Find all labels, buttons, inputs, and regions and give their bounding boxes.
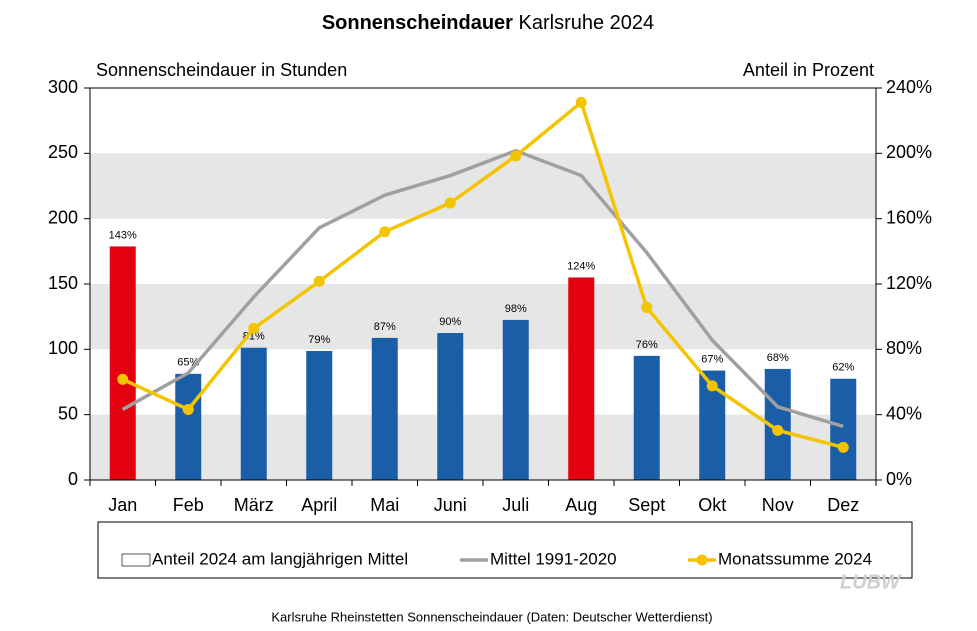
line-marker	[313, 275, 325, 287]
line-marker	[182, 403, 194, 415]
bar	[109, 246, 136, 480]
line	[122, 99, 844, 450]
legend-marker	[696, 554, 708, 566]
legend-box	[97, 521, 913, 579]
y-tick-label: 300	[48, 77, 78, 97]
x-tick-label: Dez	[827, 495, 859, 515]
y-tick-label: 0	[68, 469, 78, 489]
y-tick-label: 100	[48, 338, 78, 358]
y-tick-label: 250	[48, 142, 78, 162]
title-rest: Karlsruhe 2024	[519, 12, 655, 34]
chart-title: Sonnenscheindauer Karlsruhe 2024	[322, 12, 654, 34]
bar	[437, 333, 464, 480]
plot-background	[90, 153, 876, 480]
bar-value-label: 62%	[832, 362, 854, 374]
line-marker	[706, 380, 718, 392]
line-marker	[510, 150, 522, 162]
logo: LUBW	[840, 571, 902, 593]
bar-value-label: 98%	[505, 303, 527, 315]
legend-label: Mittel 1991-2020	[490, 549, 617, 568]
bar	[175, 373, 202, 480]
title-bold: Sonnenscheindauer	[322, 12, 513, 34]
y2-tick-label: 240%	[886, 77, 932, 97]
y2-tick-label: 160%	[886, 207, 932, 227]
bar	[830, 378, 857, 480]
y-tick-label: 150	[48, 273, 78, 293]
bar-value-label: 79%	[308, 334, 330, 346]
bar	[633, 355, 660, 480]
legend-label: Anteil 2024 am langjährigen Mittel	[152, 549, 408, 568]
plot-border	[89, 87, 877, 481]
x-tick-label: Nov	[762, 495, 794, 515]
bar-value-label: 68%	[767, 352, 789, 364]
legend-swatch	[121, 553, 151, 567]
line-marker	[379, 226, 391, 238]
x-tick-label: Feb	[173, 495, 204, 515]
legend-label: Monatssumme 2024	[718, 549, 872, 568]
x-tick-label: Aug	[565, 495, 597, 515]
y-tick-label: 200	[48, 207, 78, 227]
y2-tick-label: 200%	[886, 142, 932, 162]
x-tick-label: April	[301, 495, 337, 515]
line-marker	[575, 96, 587, 108]
bar-value-label: 76%	[636, 339, 658, 351]
bar-value-label: 87%	[374, 321, 396, 333]
x-tick-label: Juni	[434, 495, 467, 515]
line-marker	[117, 373, 129, 385]
y2-tick-label: 80%	[886, 338, 922, 358]
line-marker	[248, 322, 260, 334]
bar	[502, 319, 529, 480]
bar	[568, 277, 595, 480]
grid-band	[90, 414, 876, 480]
bar-value-label: 124%	[567, 260, 595, 272]
bar-value-label: 143%	[109, 229, 137, 241]
y2-tick-label: 0%	[886, 469, 912, 489]
bar-value-label: 90%	[439, 316, 461, 328]
x-tick-label: Juli	[502, 495, 529, 515]
bar	[371, 337, 398, 480]
x-tick-label: Mai	[370, 495, 399, 515]
y2-axis-label: Anteil in Prozent	[743, 60, 874, 80]
line-marker	[837, 441, 849, 453]
footer: Karlsruhe Rheinstetten Sonnenscheindauer…	[271, 609, 712, 624]
y-axis-label: Sonnenscheindauer in Stunden	[96, 60, 347, 80]
y-tick-label: 50	[58, 403, 78, 423]
x-tick-label: März	[234, 495, 274, 515]
grid-band	[90, 284, 876, 350]
x-tick-label: Jan	[108, 495, 137, 515]
bar	[306, 350, 333, 480]
bar-value-label: 67%	[701, 353, 723, 365]
line-marker	[641, 302, 653, 314]
line-marker	[444, 197, 456, 209]
line	[121, 148, 844, 429]
x-tick-label: Sept	[628, 495, 665, 515]
x-tick-label: Okt	[698, 495, 726, 515]
line-marker	[772, 424, 784, 436]
y2-tick-label: 40%	[886, 403, 922, 423]
y2-tick-label: 120%	[886, 273, 932, 293]
bar	[240, 347, 267, 480]
